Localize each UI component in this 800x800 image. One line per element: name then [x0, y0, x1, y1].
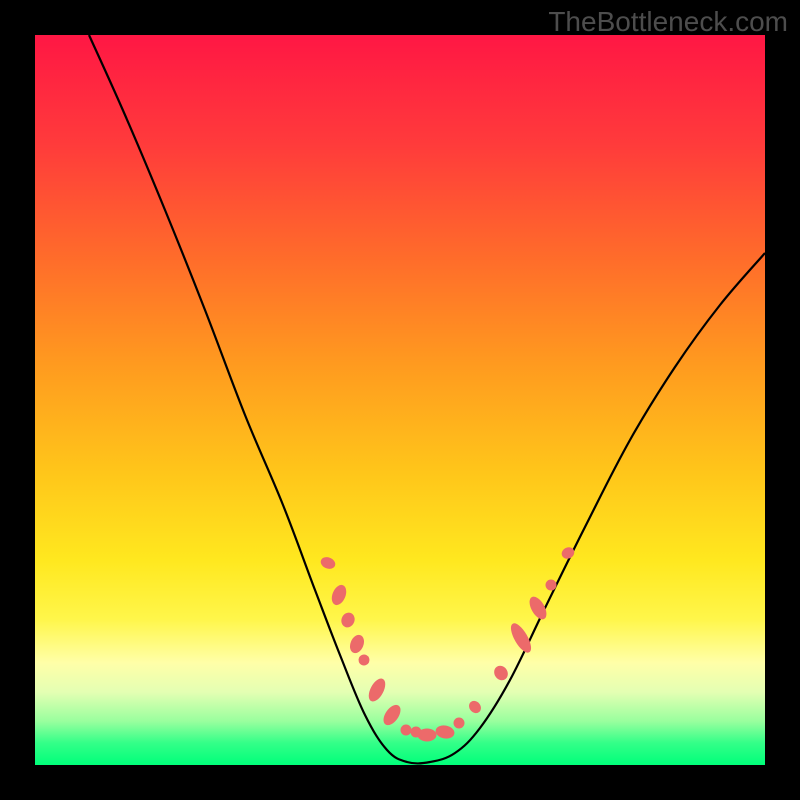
curve-marker	[348, 633, 366, 654]
curve-marker	[381, 703, 403, 728]
curve-marker	[435, 725, 455, 740]
curve-marker	[357, 653, 370, 666]
curve-marker	[492, 664, 510, 682]
marker-group	[320, 546, 576, 741]
curve-marker	[454, 718, 464, 728]
curve-marker	[366, 677, 388, 704]
curve-marker	[467, 699, 482, 715]
curve-marker	[340, 611, 356, 628]
chart-svg	[0, 0, 800, 800]
curve-marker	[320, 556, 337, 571]
curve-marker	[418, 729, 436, 741]
curve-marker	[546, 580, 556, 590]
curve-marker	[330, 583, 349, 606]
bottleneck-curve	[89, 35, 765, 763]
curve-marker	[401, 725, 411, 735]
